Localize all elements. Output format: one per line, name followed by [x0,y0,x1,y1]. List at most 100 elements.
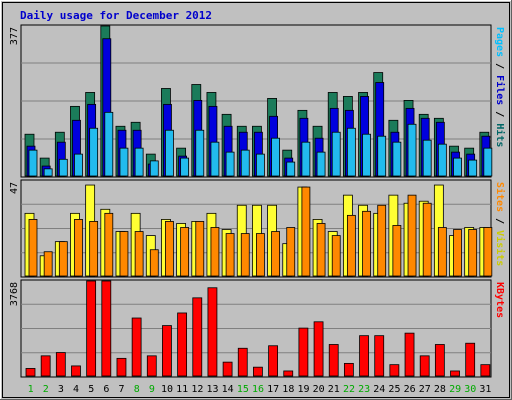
bar-pages-day-24 [377,135,387,177]
bar-sites-day-28 [437,227,447,277]
day-label: 16 [252,384,264,395]
day-label: 22 [343,384,355,395]
bar-pages-day-3 [58,158,68,177]
bar-pages-day-10 [165,129,174,177]
bar-kbytes-day-1 [25,368,36,377]
day-label: 7 [119,384,125,395]
legend-visits: Sites / Visits [494,182,506,266]
bar-kbytes-day-30 [465,342,476,377]
day-label: 19 [297,384,309,395]
bar-pages-day-21 [331,131,341,177]
bar-pages-day-11 [180,157,190,177]
day-label: 26 [404,384,416,395]
bar-sites-day-5 [89,221,99,277]
bar-pages-day-15 [240,149,250,177]
bar-kbytes-day-28 [434,344,445,377]
max-label-kbytes: 3768 [9,282,20,306]
day-label: 8 [134,384,140,395]
bar-pages-day-27 [422,139,432,177]
bar-pages-day-26 [407,123,417,177]
bar-kbytes-day-31 [480,364,491,377]
bar-sites-day-13 [210,227,220,277]
bar-kbytes-day-15 [237,347,248,377]
legend-separator: / [494,212,505,230]
bar-pages-day-8 [134,147,144,177]
bar-kbytes-day-21 [328,344,339,377]
bar-sites-day-29 [453,229,462,277]
chart-title: Daily usage for December 2012 [20,9,212,22]
day-label: 27 [419,384,431,395]
max-label-hits: 377 [9,27,20,45]
bar-sites-day-19 [301,186,311,277]
day-label: 5 [88,384,94,395]
legend-item-sites: Sites [494,182,506,212]
day-label: 1 [28,384,34,395]
day-label: 24 [373,384,385,395]
day-label: 10 [161,384,173,395]
day-label: 23 [358,384,370,395]
bar-pages-day-19 [301,141,311,177]
legend-item-hits: Hits [494,123,506,147]
bar-pages-day-25 [392,141,402,177]
bar-sites-day-15 [240,233,250,277]
bar-sites-day-25 [392,225,402,277]
bar-sites-day-21 [331,235,341,277]
legend-hits: Pages / Files / Hits [494,27,506,147]
bar-kbytes-day-22 [343,362,354,377]
bar-kbytes-day-23 [359,335,369,377]
bar-kbytes-day-18 [283,370,294,377]
bar-pages-day-12 [195,129,205,177]
bar-sites-day-18 [286,227,296,277]
bar-kbytes-day-8 [131,317,142,377]
bar-kbytes-day-27 [419,355,430,377]
bar-sites-day-1 [28,219,38,277]
bar-group [24,25,493,377]
bar-pages-day-23 [362,133,371,177]
bar-pages-day-1 [28,149,38,177]
bar-kbytes-day-3 [55,352,66,377]
bar-sites-day-22 [346,214,356,277]
day-label: 2 [43,384,49,395]
bar-sites-day-12 [195,221,205,277]
bar-kbytes-day-20 [313,321,324,377]
bar-sites-day-2 [43,251,53,277]
day-label: 15 [237,384,249,395]
bar-sites-day-14 [225,233,235,277]
bar-kbytes-day-17 [268,345,278,377]
legend-item-kbytes: KBytes [494,282,505,318]
legend-separator: / [494,57,505,75]
day-label: 6 [103,384,109,395]
bar-sites-day-6 [104,212,114,277]
bar-sites-day-27 [422,202,432,277]
bar-sites-day-26 [407,194,417,277]
bar-pages-day-22 [346,127,356,177]
label-group: 377 Pages / Files / Hits 4 7 Sites / Visits 3… [9,27,506,395]
day-label: 12 [191,384,203,395]
day-label: 20 [313,384,325,395]
legend-separator: / [494,105,505,123]
bar-kbytes-day-7 [116,357,127,377]
legend-item-visits: Visits [494,230,506,266]
bar-sites-day-4 [74,219,83,277]
legend-kbytes: KBytes [494,282,505,318]
bar-kbytes-day-2 [40,355,51,377]
bar-kbytes-day-5 [86,280,97,377]
day-label: 25 [388,384,400,395]
bar-sites-day-16 [256,233,265,277]
bar-pages-day-30 [468,159,478,177]
bar-pages-day-18 [286,161,296,177]
day-label: 4 [73,384,79,395]
day-label: 21 [328,384,340,395]
day-label: 14 [222,384,234,395]
day-label: 9 [149,384,155,395]
bar-kbytes-day-9 [146,355,157,377]
bar-pages-day-2 [43,168,53,177]
bar-kbytes-day-6 [101,280,112,377]
bar-sites-day-31 [483,227,493,277]
bar-sites-day-20 [316,223,326,277]
bar-pages-day-17 [271,137,280,177]
bar-pages-day-13 [210,141,220,177]
day-label: 29 [449,384,461,395]
bar-sites-day-7 [119,231,129,277]
bar-sites-day-9 [149,249,159,277]
